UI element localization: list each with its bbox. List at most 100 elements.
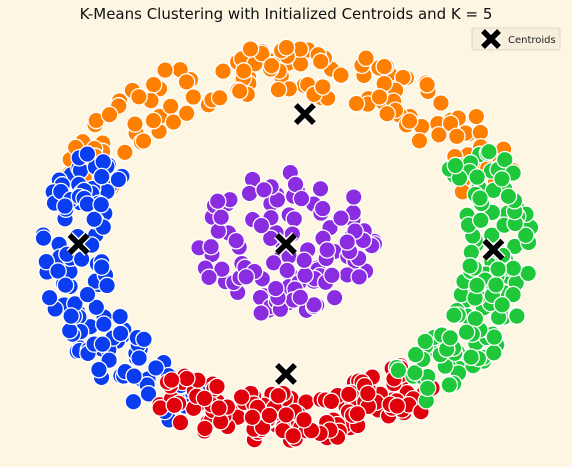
- data-point: [92, 167, 111, 186]
- data-point: [350, 268, 369, 286]
- data-point: [111, 307, 129, 326]
- data-point: [234, 62, 253, 80]
- data-point: [144, 75, 163, 94]
- data-point: [468, 276, 486, 295]
- data-point: [72, 250, 91, 268]
- data-point: [208, 377, 226, 396]
- data-point: [252, 216, 271, 235]
- data-point: [338, 233, 357, 251]
- data-point: [485, 328, 504, 346]
- data-point: [484, 343, 503, 362]
- data-point: [165, 396, 184, 415]
- data-point: [400, 112, 419, 130]
- data-point: [100, 105, 119, 124]
- data-point: [284, 426, 303, 445]
- data-point: [78, 145, 97, 163]
- data-point: [277, 38, 296, 57]
- data-point: [358, 384, 377, 403]
- data-point: [124, 392, 143, 411]
- data-point: [162, 371, 181, 389]
- data-point: [467, 107, 486, 126]
- data-point: [130, 87, 148, 106]
- data-point: [277, 406, 296, 424]
- data-point: [344, 188, 363, 206]
- data-point: [262, 56, 281, 75]
- data-point: [378, 104, 396, 123]
- data-point: [208, 192, 227, 211]
- data-point: [156, 61, 174, 79]
- data-point: [278, 261, 297, 280]
- data-point: [98, 276, 116, 295]
- data-point: [432, 94, 450, 112]
- data-point: [311, 179, 330, 198]
- data-point: [139, 385, 158, 403]
- data-point: [332, 209, 350, 227]
- data-point: [457, 323, 476, 342]
- data-point: [370, 88, 389, 106]
- data-point: [196, 419, 214, 438]
- data-point: [212, 208, 231, 227]
- data-point: [462, 348, 480, 367]
- data-point: [348, 404, 367, 423]
- data-point: [87, 298, 106, 317]
- data-point: [92, 195, 111, 214]
- data-point: [493, 170, 511, 188]
- data-point: [504, 285, 522, 304]
- data-point: [313, 199, 332, 218]
- centroid-marker: [273, 361, 299, 386]
- data-point: [241, 40, 260, 58]
- legend-label-centroids: Centroids: [508, 35, 556, 46]
- data-point: [375, 57, 394, 76]
- data-point: [243, 408, 262, 427]
- data-point: [447, 127, 466, 146]
- data-point: [200, 268, 218, 287]
- data-point: [195, 389, 214, 408]
- data-point: [62, 307, 80, 325]
- data-point: [313, 78, 332, 96]
- data-point: [493, 295, 512, 314]
- data-point: [441, 328, 460, 347]
- data-point: [56, 197, 74, 215]
- points-layer: [34, 38, 540, 450]
- data-point: [109, 170, 128, 189]
- data-point: [134, 132, 153, 150]
- data-point: [325, 288, 344, 307]
- data-point: [111, 324, 130, 343]
- data-point: [184, 88, 203, 106]
- data-point: [177, 369, 196, 388]
- data-point: [471, 211, 490, 230]
- data-point: [260, 406, 279, 425]
- data-point: [446, 156, 465, 175]
- data-point: [499, 187, 518, 206]
- cluster-3: [150, 356, 441, 450]
- data-point: [125, 367, 143, 385]
- data-point: [94, 152, 113, 171]
- data-point: [126, 115, 144, 133]
- data-point: [295, 251, 314, 270]
- data-point: [285, 210, 304, 228]
- data-point: [318, 241, 337, 259]
- data-point: [171, 413, 190, 432]
- data-point: [232, 388, 251, 406]
- legend: Centroids: [471, 27, 561, 51]
- data-point: [292, 189, 311, 208]
- data-point: [147, 359, 165, 377]
- data-point: [37, 252, 56, 271]
- legend-centroid-marker: [479, 27, 503, 51]
- data-point: [266, 279, 285, 298]
- data-point: [130, 349, 148, 367]
- data-point: [177, 73, 196, 91]
- data-point: [210, 88, 229, 107]
- data-point: [252, 304, 270, 322]
- data-point: [480, 142, 498, 161]
- centroid-marker: [292, 102, 317, 127]
- data-point: [90, 360, 108, 379]
- data-point: [214, 62, 232, 81]
- data-point: [202, 237, 220, 256]
- data-point: [418, 379, 437, 398]
- data-point: [40, 288, 59, 307]
- data-point: [416, 332, 435, 351]
- data-point: [264, 253, 283, 272]
- data-point: [227, 231, 246, 250]
